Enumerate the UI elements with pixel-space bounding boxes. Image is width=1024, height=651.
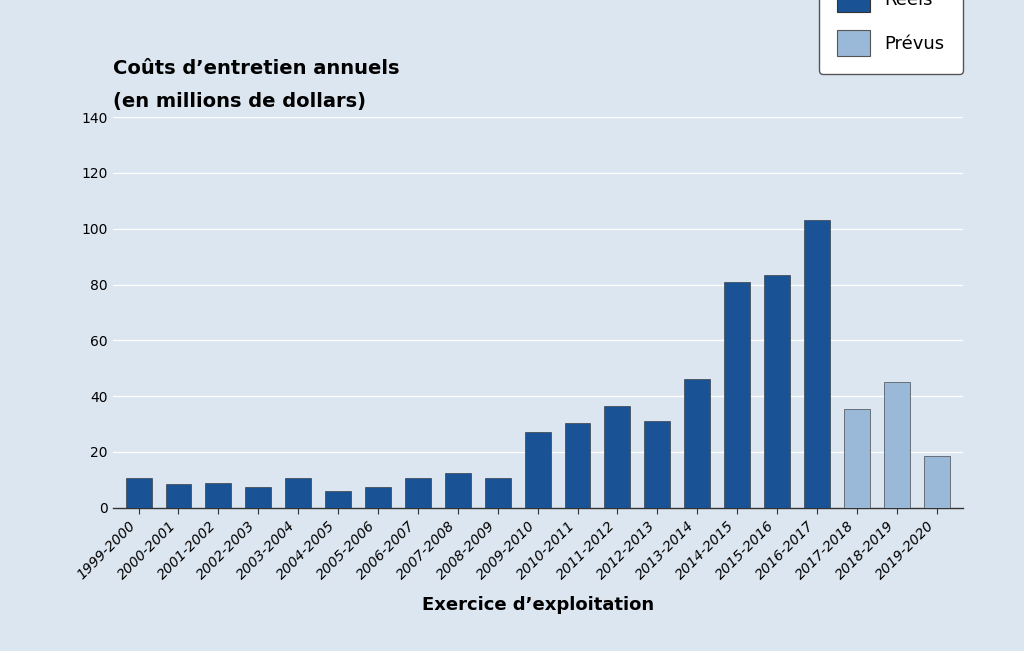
Bar [246, 487, 271, 508]
Bar [326, 491, 351, 508]
Bar [444, 473, 471, 508]
Bar [126, 478, 152, 508]
Bar [884, 382, 909, 508]
Bar [724, 282, 750, 508]
Bar [684, 380, 711, 508]
Legend: Réels, Prévus: Réels, Prévus [819, 0, 963, 74]
Bar [166, 484, 191, 508]
Text: (en millions de dollars): (en millions de dollars) [113, 92, 366, 111]
Bar [604, 406, 631, 508]
Text: Coûts d’entretien annuels: Coûts d’entretien annuels [113, 59, 399, 78]
Bar [564, 422, 591, 508]
Bar [404, 478, 431, 508]
Bar [484, 478, 511, 508]
Bar [286, 478, 311, 508]
Bar [365, 487, 391, 508]
Bar [844, 409, 869, 508]
Bar [804, 221, 829, 508]
Bar [524, 432, 551, 508]
X-axis label: Exercice d’exploitation: Exercice d’exploitation [422, 596, 653, 614]
Bar [644, 421, 671, 508]
Bar [924, 456, 949, 508]
Bar [764, 275, 790, 508]
Bar [206, 482, 231, 508]
